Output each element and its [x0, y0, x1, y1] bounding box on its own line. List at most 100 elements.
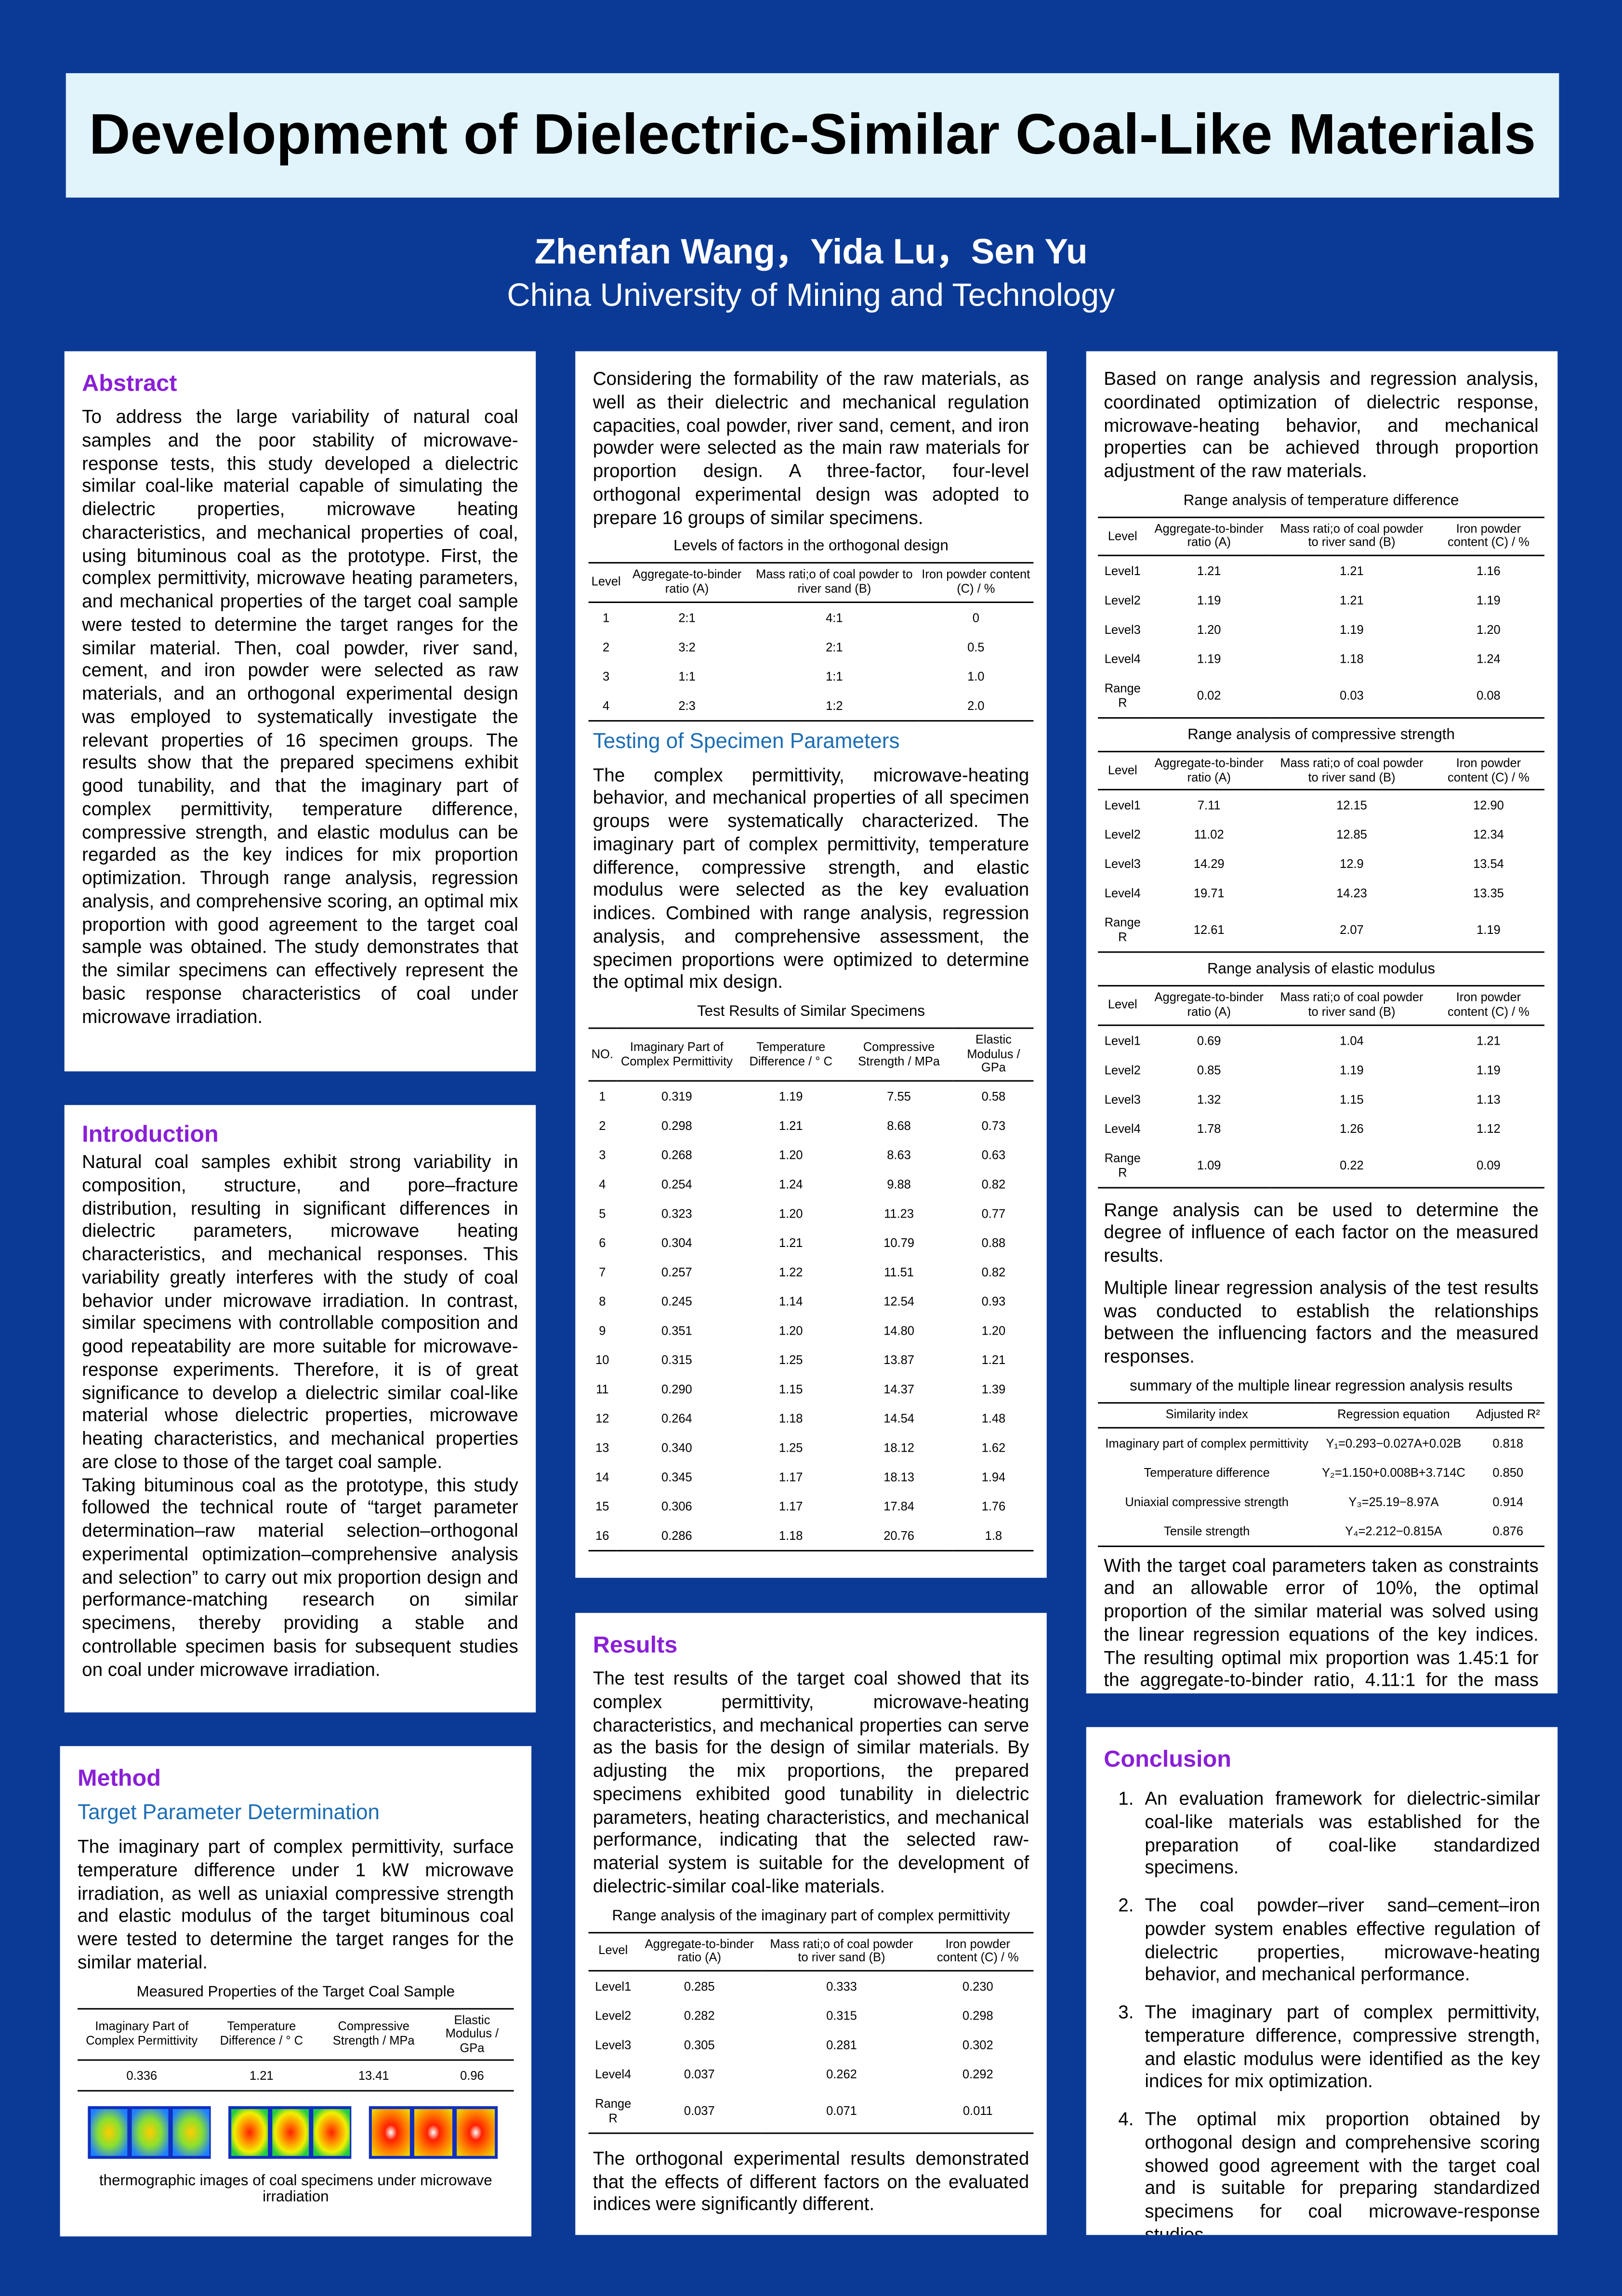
heading: Introduction: [82, 1122, 219, 1148]
table-cell: 1.15: [1340, 1091, 1364, 1106]
table-cell: 2.07: [1340, 922, 1364, 937]
table-cell: 0.257: [661, 1264, 692, 1280]
table-cell: 0.323: [661, 1206, 692, 1221]
table-cell: 4: [599, 1177, 606, 1192]
table-cell: Level1: [1104, 798, 1141, 813]
table-caption: summary of the multiple linear regressio…: [1130, 1378, 1513, 1395]
table-cell: 18.12: [884, 1440, 914, 1455]
table-cell: 1.20: [778, 1147, 803, 1162]
table-cell: Level3: [1104, 856, 1141, 872]
table-head: Level Aggregate-to-binder ratio (A) Mass r…: [1098, 986, 1544, 1025]
results-panel: Results The test results of the target c…: [575, 1613, 1047, 2235]
paragraph: With the target coal parameters taken as…: [1104, 1555, 1539, 1691]
header-cell: Adjusted R²: [1476, 1406, 1540, 1421]
table-cell: Level4: [1104, 1120, 1141, 1136]
table-cell: 15: [595, 1498, 609, 1514]
header-row: Level Aggregate-to-binder ratio (A) Mass r…: [1098, 986, 1544, 1025]
table-cell: 0.340: [661, 1440, 692, 1455]
table-block: Range analysis of elastic modulus Level Ag…: [1098, 962, 1544, 1188]
table-cell: 0.292: [962, 2066, 993, 2081]
table-cell: 2:3: [678, 697, 696, 712]
table-cell: 0.63: [981, 1147, 1006, 1162]
table-cell: 1.19: [1340, 1062, 1364, 1077]
table-cell: Y₂=1.150+0.008B+3.714C: [1321, 1464, 1465, 1479]
table-row: Level1 1.21 1.21 1.16: [1098, 555, 1544, 585]
table-row: 1 2:1 4:1 0: [589, 602, 1034, 631]
table-row: Level3 0.305 0.281 0.302: [589, 2030, 1034, 2059]
table-cell: 12.15: [1336, 798, 1367, 813]
table-cell: 8.68: [887, 1118, 911, 1133]
paragraph: Natural coal samples exhibit strong vari…: [82, 1152, 518, 1472]
paragraph: Based on range analysis and regression a…: [1104, 368, 1539, 482]
table-cell: 0.011: [963, 2103, 993, 2118]
table-cell: 1.0: [967, 668, 985, 683]
table-head: Level Aggregate-to-binder ratio (A) Mass r…: [1098, 517, 1544, 556]
table-cell: 1.18: [1340, 651, 1364, 666]
table-block: Range analysis of the imaginary part of …: [588, 1908, 1034, 2134]
table-cell: Y₃=25.19−8.97A: [1348, 1494, 1439, 1509]
table-cell: 1.15: [778, 1381, 803, 1397]
header-cell: Iron powder content (C) / %: [922, 566, 1030, 596]
table-cell: 14: [595, 1469, 609, 1484]
table-cell: 0.071: [826, 2103, 857, 2118]
table-cell: 13.41: [358, 2069, 389, 2084]
table-cell: 0.290: [661, 1381, 692, 1397]
conclusion-list: An evaluation framework for dielectric-s…: [1104, 1788, 1540, 2235]
table-row: 7 0.257 1.22 11.51 0.82: [589, 1257, 1034, 1286]
table-cell: 1.8: [985, 1528, 1002, 1543]
table-cell: 3: [602, 668, 610, 683]
table-row: 5 0.323 1.20 11.23 0.77: [589, 1199, 1034, 1228]
table-cell: 10.79: [884, 1235, 914, 1250]
table-cell: 14.29: [1193, 856, 1225, 872]
table-cell: 12.61: [1193, 922, 1225, 937]
header-cell: Imaginary Part of Complex Permittivity: [620, 1039, 733, 1068]
header-cell: Mass rati;o of coal powder to river sand…: [1280, 755, 1424, 784]
table-cell: 2: [602, 639, 610, 654]
table-row: 3 0.268 1.20 8.63 0.63: [589, 1140, 1034, 1169]
table-head: NO. Imaginary Part of Complex Permittivit…: [588, 1028, 1034, 1081]
table-cell: 12.90: [1473, 798, 1504, 813]
table-cell: 1.18: [778, 1411, 803, 1426]
table-cell: Tensile strength: [1164, 1523, 1250, 1538]
table-cell: 2:1: [678, 609, 696, 625]
table-cell: 1.24: [778, 1177, 803, 1192]
table-cell: 9.88: [887, 1177, 911, 1192]
table-cell: Level2: [1104, 827, 1141, 842]
table-cell: 0.96: [460, 2069, 484, 2084]
header-cell: Iron powder content (C) / %: [936, 1935, 1019, 1965]
table-cell: 12.34: [1473, 827, 1504, 842]
table-row: Level3 1.20 1.19 1.20: [1098, 615, 1544, 644]
table-cell: 1.39: [981, 1381, 1006, 1397]
table-cell: 0.08: [1477, 688, 1501, 703]
table-cell: 1.21: [778, 1235, 803, 1250]
table-cell: 1.19: [1197, 592, 1221, 608]
table-cell: 0.037: [684, 2103, 715, 2118]
conclusion-item: The coal powder–river sand–cement–iron p…: [1139, 1895, 1540, 1987]
table-cell: 0.245: [661, 1294, 692, 1309]
table-row: Level4 1.78 1.26 1.12: [1098, 1114, 1544, 1143]
table-cell: 0.315: [826, 2007, 857, 2023]
table-caption: Measured Properties of the Target Coal S…: [136, 1984, 455, 2000]
table-cell: 0.298: [661, 1118, 692, 1133]
table-cell: 11: [596, 1381, 609, 1397]
table-cell: 1.19: [1477, 922, 1501, 937]
table-cell: 1:2: [826, 697, 843, 712]
table-block: Measured Properties of the Target Coal S…: [78, 1984, 514, 2092]
header-cell: Aggregate-to-binder ratio (A): [1154, 521, 1264, 550]
table-cell: 20.76: [884, 1528, 914, 1543]
table-cell: Range R: [1104, 1150, 1141, 1180]
header-cell: Imaginary Part of Complex Permittivity: [86, 2019, 198, 2048]
table-cell: 2:1: [826, 639, 843, 654]
table-cell: 0.319: [661, 1089, 692, 1104]
table-cell: 0.22: [1340, 1157, 1364, 1172]
table: Imaginary Part of Complex Permittivity Te…: [78, 2007, 514, 2092]
table-cell: 2.0: [967, 697, 985, 712]
table-cell: 1.16: [1477, 564, 1501, 578]
table-cell: Level3: [595, 2037, 632, 2052]
table-cell: 1.04: [1340, 1033, 1364, 1048]
table-cell: 1.19: [1197, 651, 1221, 666]
table-row: 4 0.254 1.24 9.88 0.82: [589, 1169, 1034, 1199]
table-cell: 0.818: [1492, 1435, 1524, 1450]
table-row: 9 0.351 1.20 14.80 1.20: [589, 1316, 1034, 1345]
table-cell: 16: [595, 1528, 609, 1543]
